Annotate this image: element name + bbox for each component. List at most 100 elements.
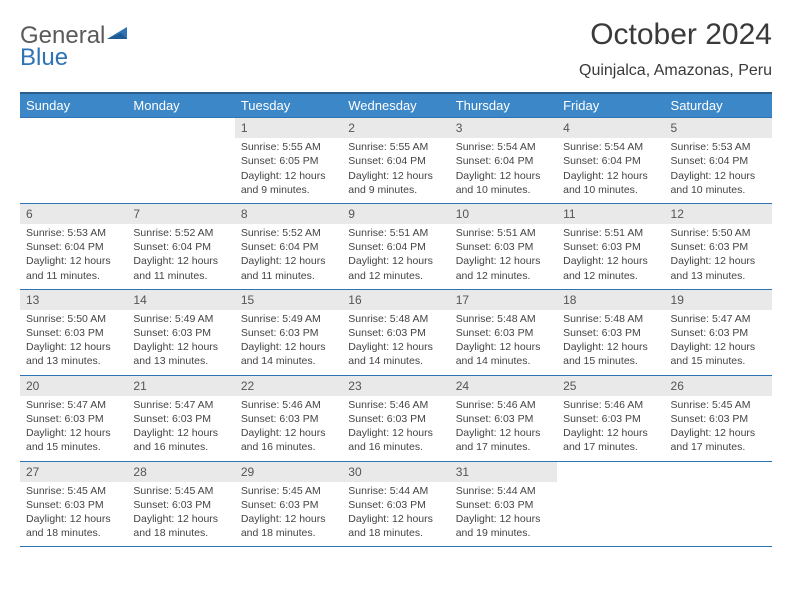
calendar-day-cell: 16Sunrise: 5:48 AMSunset: 6:03 PMDayligh… bbox=[342, 289, 449, 375]
sunrise-text: Sunrise: 5:50 AM bbox=[26, 312, 121, 326]
daylight-text: Daylight: 12 hours and 17 minutes. bbox=[671, 426, 766, 454]
calendar-day-cell: 21Sunrise: 5:47 AMSunset: 6:03 PMDayligh… bbox=[127, 375, 234, 461]
day-number: 7 bbox=[127, 204, 234, 224]
calendar-day-cell: 26 Sunrise: 5:45 AMSunset: 6:03 PMDayligh… bbox=[665, 375, 772, 461]
weekday-header: Monday bbox=[127, 93, 234, 118]
calendar-day-cell: 8Sunrise: 5:52 AMSunset: 6:04 PMDaylight… bbox=[235, 203, 342, 289]
sunset-text: Sunset: 6:03 PM bbox=[563, 412, 658, 426]
calendar-day-cell: 3Sunrise: 5:54 AMSunset: 6:04 PMDaylight… bbox=[450, 118, 557, 204]
day-body: Sunrise: 5:46 AMSunset: 6:03 PMDaylight:… bbox=[450, 396, 557, 461]
calendar-table: Sunday Monday Tuesday Wednesday Thursday… bbox=[20, 92, 772, 547]
header-right: October 2024 Quinjalca, Amazonas, Peru bbox=[579, 18, 772, 80]
sunset-text: Sunset: 6:04 PM bbox=[241, 240, 336, 254]
sunrise-text: Sunrise: 5:52 AM bbox=[241, 226, 336, 240]
daylight-text: Daylight: 12 hours and 10 minutes. bbox=[563, 169, 658, 197]
logo: General Blue bbox=[20, 24, 131, 70]
day-number: 2 bbox=[342, 118, 449, 138]
daylight-text: Daylight: 12 hours and 18 minutes. bbox=[133, 512, 228, 540]
page-header: General Blue October 2024 Quinjalca, Ama… bbox=[20, 18, 772, 80]
sunset-text: Sunset: 6:03 PM bbox=[133, 498, 228, 512]
day-number: 22 bbox=[235, 376, 342, 396]
day-body: Sunrise: 5:54 AMSunset: 6:04 PMDaylight:… bbox=[557, 138, 664, 203]
day-number: 31 bbox=[450, 462, 557, 482]
daylight-text: Daylight: 12 hours and 13 minutes. bbox=[26, 340, 121, 368]
calendar-day-cell: 24Sunrise: 5:46 AMSunset: 6:03 PMDayligh… bbox=[450, 375, 557, 461]
calendar-day-cell: 27Sunrise: 5:45 AMSunset: 6:03 PMDayligh… bbox=[20, 461, 127, 547]
calendar-day-cell: 7Sunrise: 5:52 AMSunset: 6:04 PMDaylight… bbox=[127, 203, 234, 289]
sunrise-text: Sunrise: 5:46 AM bbox=[348, 398, 443, 412]
daylight-text: Daylight: 12 hours and 11 minutes. bbox=[241, 254, 336, 282]
day-number: 19 bbox=[665, 290, 772, 310]
day-body: Sunrise: 5:48 AMSunset: 6:03 PMDaylight:… bbox=[557, 310, 664, 375]
sunset-text: Sunset: 6:03 PM bbox=[241, 326, 336, 340]
sunrise-text: Sunrise: 5:55 AM bbox=[241, 140, 336, 154]
daylight-text: Daylight: 12 hours and 14 minutes. bbox=[241, 340, 336, 368]
calendar-week-row: 20Sunrise: 5:47 AMSunset: 6:03 PMDayligh… bbox=[20, 375, 772, 461]
sunrise-text: Sunrise: 5:48 AM bbox=[456, 312, 551, 326]
day-number: 26 bbox=[665, 376, 772, 396]
day-body: Sunrise: 5:46 AMSunset: 6:03 PMDaylight:… bbox=[342, 396, 449, 461]
day-body: Sunrise: 5:53 AMSunset: 6:04 PMDaylight:… bbox=[665, 138, 772, 203]
day-body: Sunrise: 5:48 AMSunset: 6:03 PMDaylight:… bbox=[450, 310, 557, 375]
day-number: 16 bbox=[342, 290, 449, 310]
day-number: 11 bbox=[557, 204, 664, 224]
sunrise-text: Sunrise: 5:45 AM bbox=[671, 398, 766, 412]
day-body: Sunrise: 5:54 AMSunset: 6:04 PMDaylight:… bbox=[450, 138, 557, 203]
sunrise-text: Sunrise: 5:46 AM bbox=[241, 398, 336, 412]
sunset-text: Sunset: 6:03 PM bbox=[456, 412, 551, 426]
sunrise-text: Sunrise: 5:51 AM bbox=[563, 226, 658, 240]
calendar-day-cell: 11Sunrise: 5:51 AMSunset: 6:03 PMDayligh… bbox=[557, 203, 664, 289]
day-number: 28 bbox=[127, 462, 234, 482]
calendar-day-cell: 28 Sunrise: 5:45 AMSunset: 6:03 PMDayligh… bbox=[127, 461, 234, 547]
calendar-day-cell: 19Sunrise: 5:47 AMSunset: 6:03 PMDayligh… bbox=[665, 289, 772, 375]
calendar-week-row: 27Sunrise: 5:45 AMSunset: 6:03 PMDayligh… bbox=[20, 461, 772, 547]
calendar-day-cell: 23Sunrise: 5:46 AMSunset: 6:03 PMDayligh… bbox=[342, 375, 449, 461]
daylight-text: Daylight: 12 hours and 12 minutes. bbox=[348, 254, 443, 282]
calendar-day-cell: 31Sunrise: 5:44 AMSunset: 6:03 PMDayligh… bbox=[450, 461, 557, 547]
sunrise-text: Sunrise: 5:49 AM bbox=[133, 312, 228, 326]
day-number: 25 bbox=[557, 376, 664, 396]
weekday-header: Saturday bbox=[665, 93, 772, 118]
sunrise-text: Sunrise: 5:46 AM bbox=[563, 398, 658, 412]
sunrise-text: Sunrise: 5:44 AM bbox=[456, 484, 551, 498]
daylight-text: Daylight: 12 hours and 10 minutes. bbox=[671, 169, 766, 197]
day-body: Sunrise: 5:47 AMSunset: 6:03 PMDaylight:… bbox=[20, 396, 127, 461]
day-number: 15 bbox=[235, 290, 342, 310]
daylight-text: Daylight: 12 hours and 14 minutes. bbox=[456, 340, 551, 368]
daylight-text: Daylight: 12 hours and 16 minutes. bbox=[348, 426, 443, 454]
daylight-text: Daylight: 12 hours and 9 minutes. bbox=[348, 169, 443, 197]
weekday-header: Sunday bbox=[20, 93, 127, 118]
sunrise-text: Sunrise: 5:47 AM bbox=[671, 312, 766, 326]
sunset-text: Sunset: 6:03 PM bbox=[563, 326, 658, 340]
day-number: 29 bbox=[235, 462, 342, 482]
day-body: Sunrise: 5:45 AMSunset: 6:03 PMDaylight:… bbox=[20, 482, 127, 547]
daylight-text: Daylight: 12 hours and 18 minutes. bbox=[348, 512, 443, 540]
calendar-day-cell: 22Sunrise: 5:46 AMSunset: 6:03 PMDayligh… bbox=[235, 375, 342, 461]
page-title: October 2024 bbox=[579, 18, 772, 52]
day-body: Sunrise: 5:46 AMSunset: 6:03 PMDaylight:… bbox=[235, 396, 342, 461]
weekday-header: Wednesday bbox=[342, 93, 449, 118]
day-body: Sunrise: 5:47 AMSunset: 6:03 PMDaylight:… bbox=[665, 310, 772, 375]
day-body: Sunrise: 5:46 AMSunset: 6:03 PMDaylight:… bbox=[557, 396, 664, 461]
sunset-text: Sunset: 6:04 PM bbox=[456, 154, 551, 168]
calendar-day-cell: 5Sunrise: 5:53 AMSunset: 6:04 PMDaylight… bbox=[665, 118, 772, 204]
day-body: Sunrise: 5:44 AMSunset: 6:03 PMDaylight:… bbox=[342, 482, 449, 547]
calendar-day-cell: 4Sunrise: 5:54 AMSunset: 6:04 PMDaylight… bbox=[557, 118, 664, 204]
day-number: 9 bbox=[342, 204, 449, 224]
day-body: Sunrise: 5:52 AMSunset: 6:04 PMDaylight:… bbox=[235, 224, 342, 289]
sunset-text: Sunset: 6:03 PM bbox=[563, 240, 658, 254]
calendar-day-cell: 30Sunrise: 5:44 AMSunset: 6:03 PMDayligh… bbox=[342, 461, 449, 547]
calendar-day-cell: 25Sunrise: 5:46 AMSunset: 6:03 PMDayligh… bbox=[557, 375, 664, 461]
sunrise-text: Sunrise: 5:48 AM bbox=[348, 312, 443, 326]
daylight-text: Daylight: 12 hours and 11 minutes. bbox=[26, 254, 121, 282]
sunrise-text: Sunrise: 5:46 AM bbox=[456, 398, 551, 412]
sunrise-text: Sunrise: 5:45 AM bbox=[133, 484, 228, 498]
sunset-text: Sunset: 6:03 PM bbox=[671, 412, 766, 426]
calendar-day-cell: 13Sunrise: 5:50 AMSunset: 6:03 PMDayligh… bbox=[20, 289, 127, 375]
weekday-header: Thursday bbox=[450, 93, 557, 118]
sunrise-text: Sunrise: 5:55 AM bbox=[348, 140, 443, 154]
calendar-day-cell: . bbox=[557, 461, 664, 547]
daylight-text: Daylight: 12 hours and 11 minutes. bbox=[133, 254, 228, 282]
sunrise-text: Sunrise: 5:45 AM bbox=[241, 484, 336, 498]
weekday-header-row: Sunday Monday Tuesday Wednesday Thursday… bbox=[20, 93, 772, 118]
